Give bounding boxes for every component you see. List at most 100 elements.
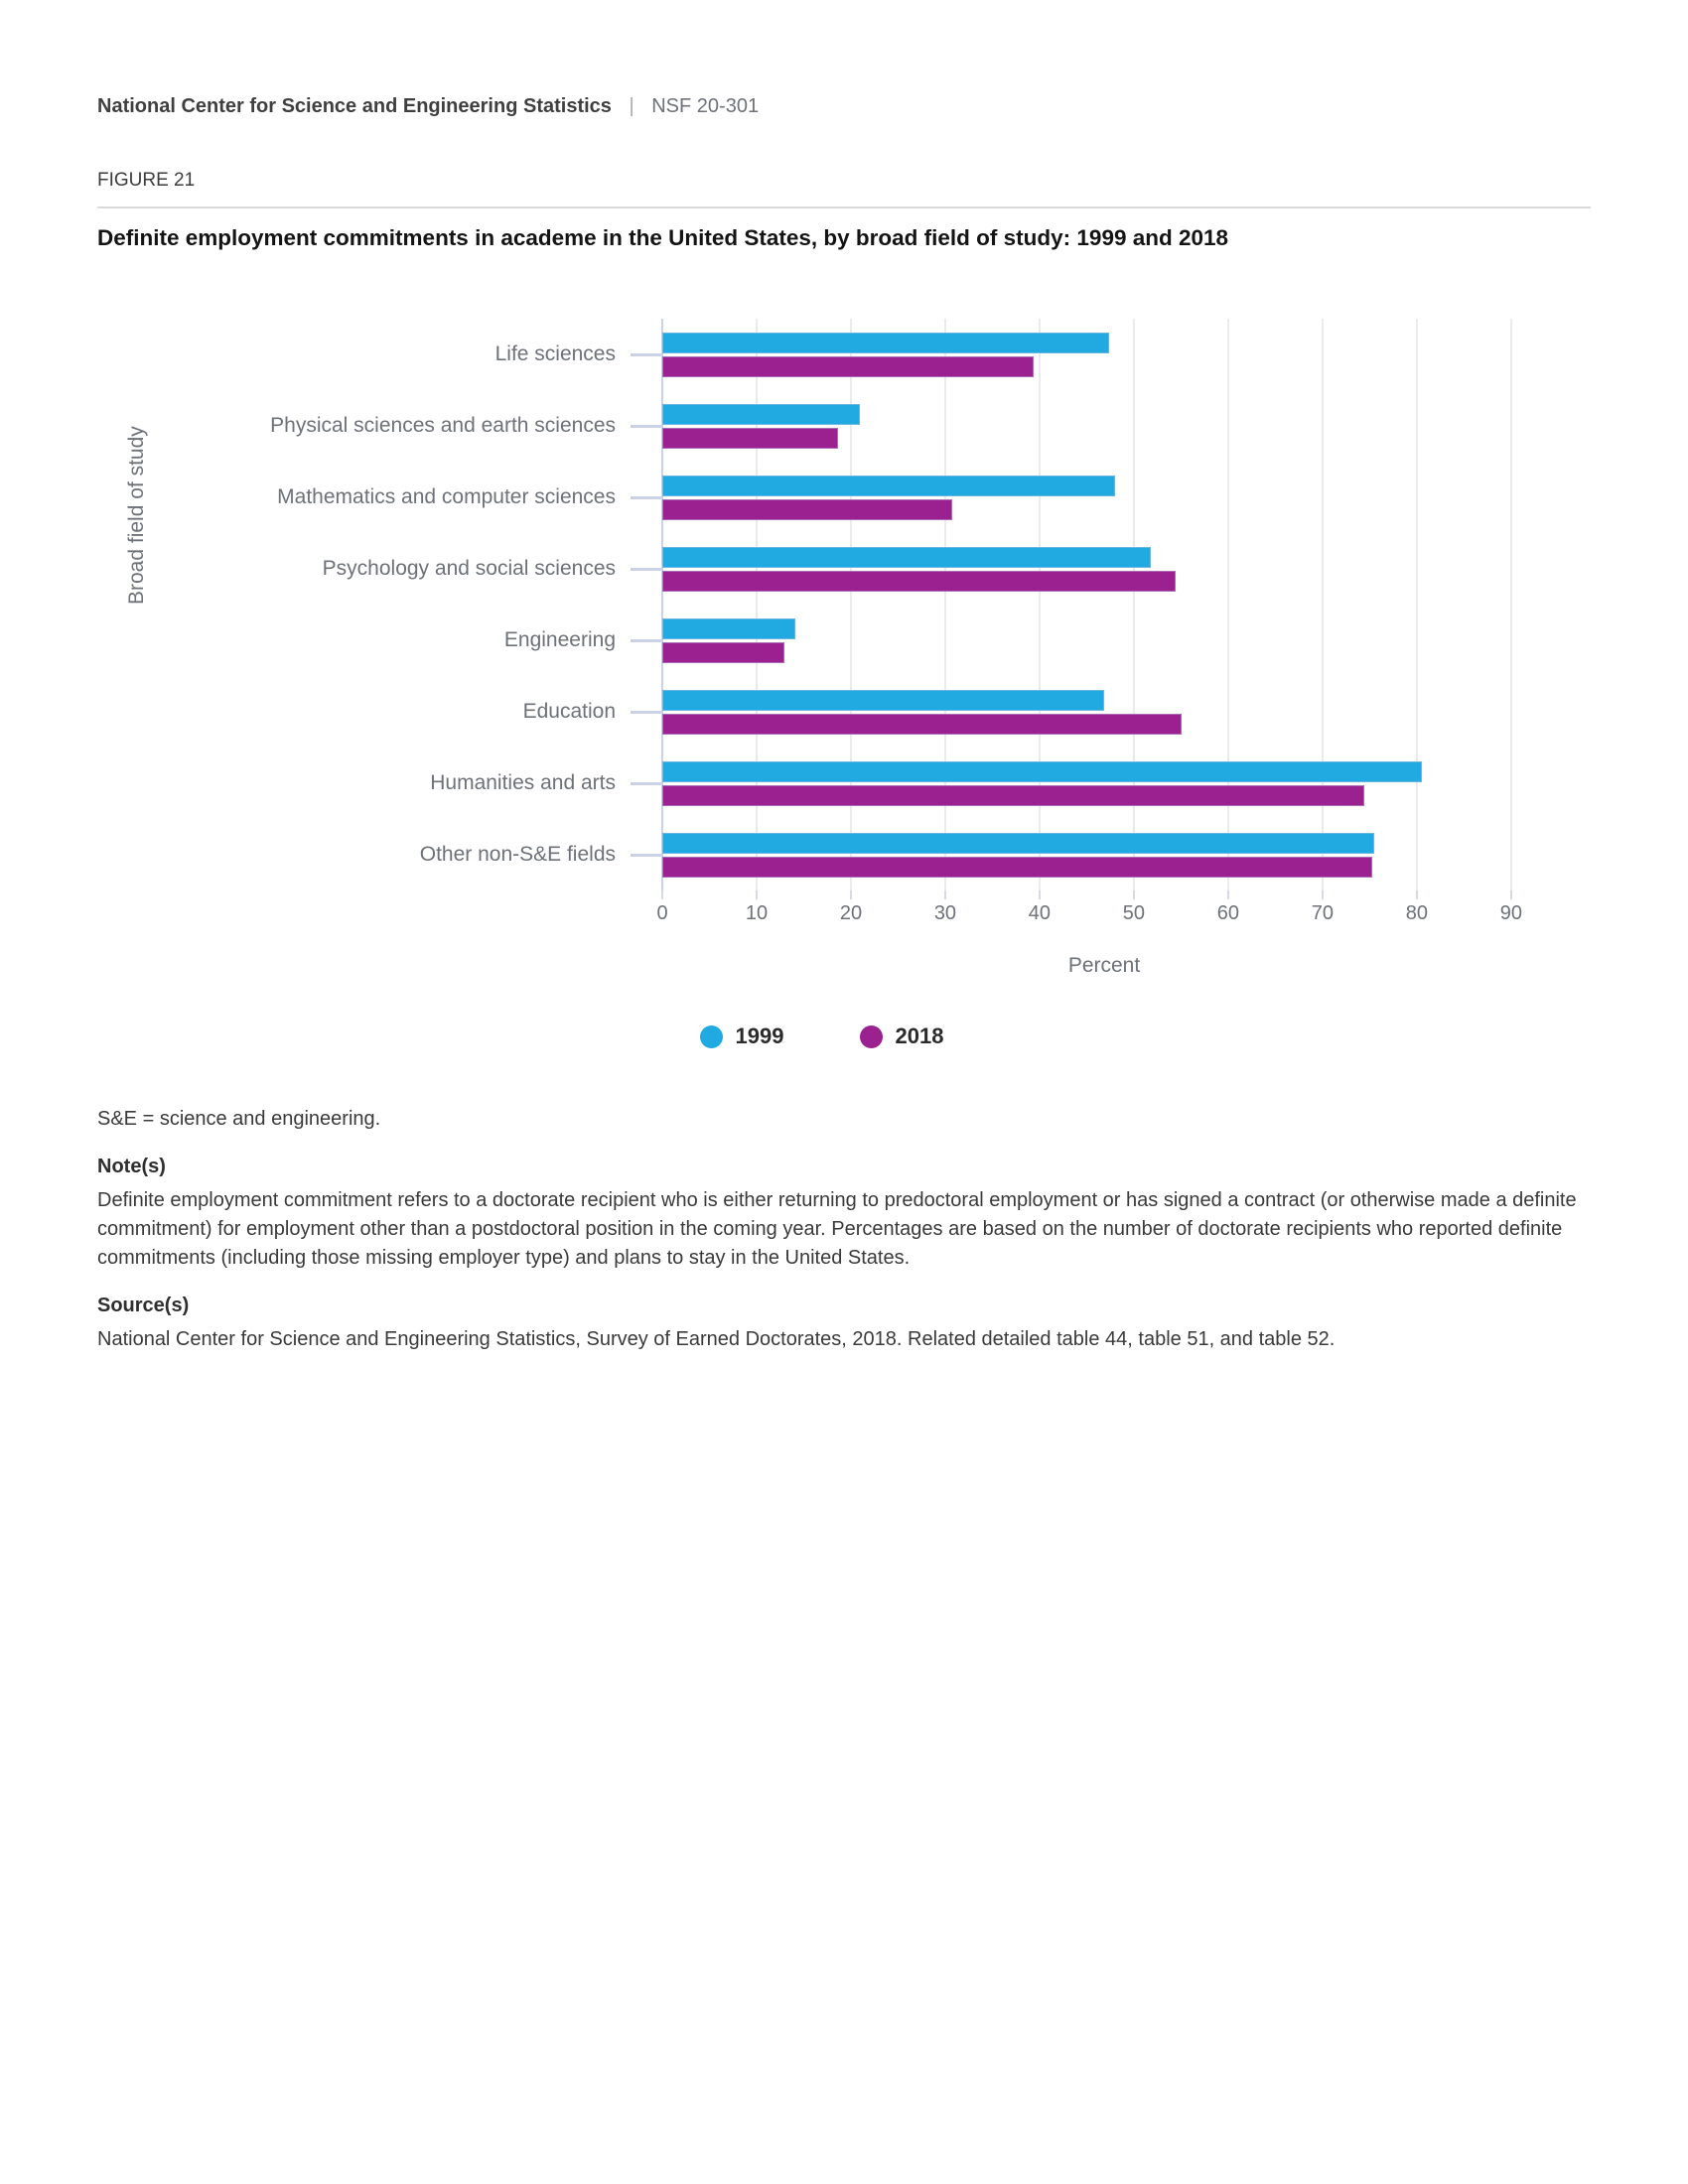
x-axis-tick-label: 30	[933, 902, 957, 924]
bar-2018	[662, 641, 785, 663]
x-axis-tick-label: 90	[1499, 902, 1522, 924]
legend-item-2018: 2018	[859, 1024, 944, 1049]
bar-2018	[662, 498, 952, 520]
header-separator: |	[629, 95, 634, 117]
x-axis-tick-label: 40	[1028, 902, 1052, 924]
x-axis-tick-label: 80	[1405, 902, 1428, 924]
axis-zero-line	[661, 319, 663, 890]
gridline	[1132, 319, 1135, 890]
bar-1999	[662, 617, 795, 639]
legend-swatch-1999	[699, 1024, 723, 1048]
chart-row: Mathematics and computer sciences	[97, 462, 1546, 533]
bar-1999	[662, 689, 1105, 711]
x-axis-tick-label: 60	[1216, 902, 1240, 924]
category-tick	[631, 353, 662, 356]
bar-pair	[662, 319, 1546, 390]
bar-2018	[662, 784, 1364, 806]
legend-label-1999: 1999	[735, 1024, 784, 1048]
x-axis-tick-labels: 0 10 20 30 40 50 60 70 80 90	[656, 902, 1546, 928]
page-header: National Center for Science and Engineer…	[97, 95, 1591, 118]
gridline	[849, 319, 852, 890]
category-tick	[631, 711, 662, 714]
bar-1999	[662, 546, 1152, 568]
x-axis-tick-label: 50	[1122, 902, 1146, 924]
gridline	[1038, 319, 1041, 890]
gridline	[1415, 319, 1418, 890]
bar-2018	[662, 355, 1035, 377]
gridline	[1509, 319, 1512, 890]
bar-2018	[662, 570, 1176, 592]
chart-plot-area: Broad field of study Life sciences Physic…	[97, 319, 1546, 899]
bar-pair	[662, 533, 1546, 605]
bar-1999	[662, 403, 861, 425]
category-tick	[631, 854, 662, 857]
category-tick	[631, 782, 662, 785]
category-label: Other non-S&E fields	[419, 843, 616, 867]
x-axis-title: Percent	[1067, 954, 1141, 977]
gridline	[1226, 319, 1229, 890]
chart-row: Education	[97, 676, 1546, 748]
legend-label-2018: 2018	[895, 1024, 944, 1048]
x-axis-tick-label: 10	[745, 902, 769, 924]
figure-title: Definite employment commitments in acade…	[97, 225, 1229, 250]
x-axis-tick-label: 0	[656, 902, 668, 924]
figure-label: FIGURE 21	[97, 170, 196, 191]
category-label: Engineering	[503, 628, 616, 652]
bar-pair	[662, 676, 1546, 748]
chart-row: Life sciences	[97, 319, 1546, 390]
x-axis-tick	[1321, 890, 1324, 899]
x-axis-tick	[1415, 890, 1418, 899]
bar-pair	[662, 748, 1546, 819]
x-axis-tick	[849, 890, 852, 899]
bar-pair	[662, 605, 1546, 676]
category-tick	[631, 639, 662, 642]
category-label: Psychology and social sciences	[322, 557, 616, 581]
abbreviation-note: S&E = science and engineering.	[97, 1108, 381, 1130]
notes-section: S&E = science and engineering. Note(s) D…	[97, 1105, 1591, 1354]
chart-row: Psychology and social sciences	[97, 533, 1546, 605]
report-page: National Center for Science and Engineer…	[97, 95, 1591, 1354]
agency-name: National Center for Science and Engineer…	[97, 95, 612, 117]
category-label: Life sciences	[494, 342, 616, 366]
x-axis-tick	[943, 890, 946, 899]
notes-text: Definite employment commitment refers to…	[97, 1189, 1577, 1269]
gridline-layer	[661, 319, 1546, 899]
x-axis-tick	[1038, 890, 1041, 899]
chart-row: Other non-S&E fields	[97, 819, 1546, 890]
sources-heading: Source(s)	[97, 1295, 190, 1316]
category-tick	[631, 496, 662, 499]
category-tick	[631, 568, 662, 571]
divider-line	[97, 206, 1591, 208]
bar-1999	[662, 332, 1110, 353]
category-label: Education	[522, 700, 616, 724]
x-axis-tick	[1132, 890, 1135, 899]
category-label: Mathematics and computer sciences	[277, 485, 616, 509]
chart-legend: 1999 2018	[97, 1024, 1546, 1049]
category-label: Physical sciences and earth sciences	[270, 414, 616, 438]
x-axis-tick	[661, 890, 663, 899]
x-axis-tick	[755, 890, 758, 899]
bar-2018	[662, 856, 1373, 878]
chart-row: Engineering	[97, 605, 1546, 676]
bar-pair	[662, 462, 1546, 533]
chart-row: Humanities and arts	[97, 748, 1546, 819]
x-axis-tick-label: 20	[839, 902, 863, 924]
chart-rows: Life sciences Physical sciences and earth…	[97, 319, 1546, 890]
chart-row: Physical sciences and earth sciences	[97, 390, 1546, 462]
legend-item-1999: 1999	[699, 1024, 784, 1049]
bar-pair	[662, 819, 1546, 890]
x-axis-tick	[1226, 890, 1229, 899]
sources-text: National Center for Science and Engineer…	[97, 1328, 1336, 1350]
gridline	[755, 319, 758, 890]
bar-chart: Broad field of study Life sciences Physic…	[97, 319, 1546, 1049]
bar-2018	[662, 713, 1183, 735]
legend-swatch-2018	[859, 1024, 883, 1048]
report-id: NSF 20-301	[651, 95, 760, 117]
bar-pair	[662, 390, 1546, 462]
bar-1999	[662, 760, 1422, 782]
x-axis-tick-label: 70	[1311, 902, 1334, 924]
bar-1999	[662, 475, 1115, 496]
gridline	[943, 319, 946, 890]
bar-1999	[662, 832, 1375, 854]
notes-heading: Note(s)	[97, 1156, 166, 1177]
